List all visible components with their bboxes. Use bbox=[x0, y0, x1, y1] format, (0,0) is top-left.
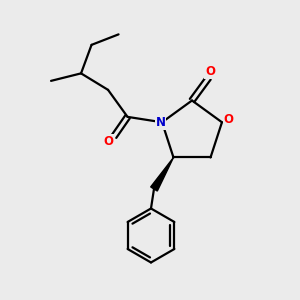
Text: O: O bbox=[224, 113, 234, 126]
Text: N: N bbox=[155, 116, 166, 129]
Text: O: O bbox=[205, 65, 215, 78]
Text: O: O bbox=[103, 135, 114, 148]
Polygon shape bbox=[151, 158, 173, 191]
